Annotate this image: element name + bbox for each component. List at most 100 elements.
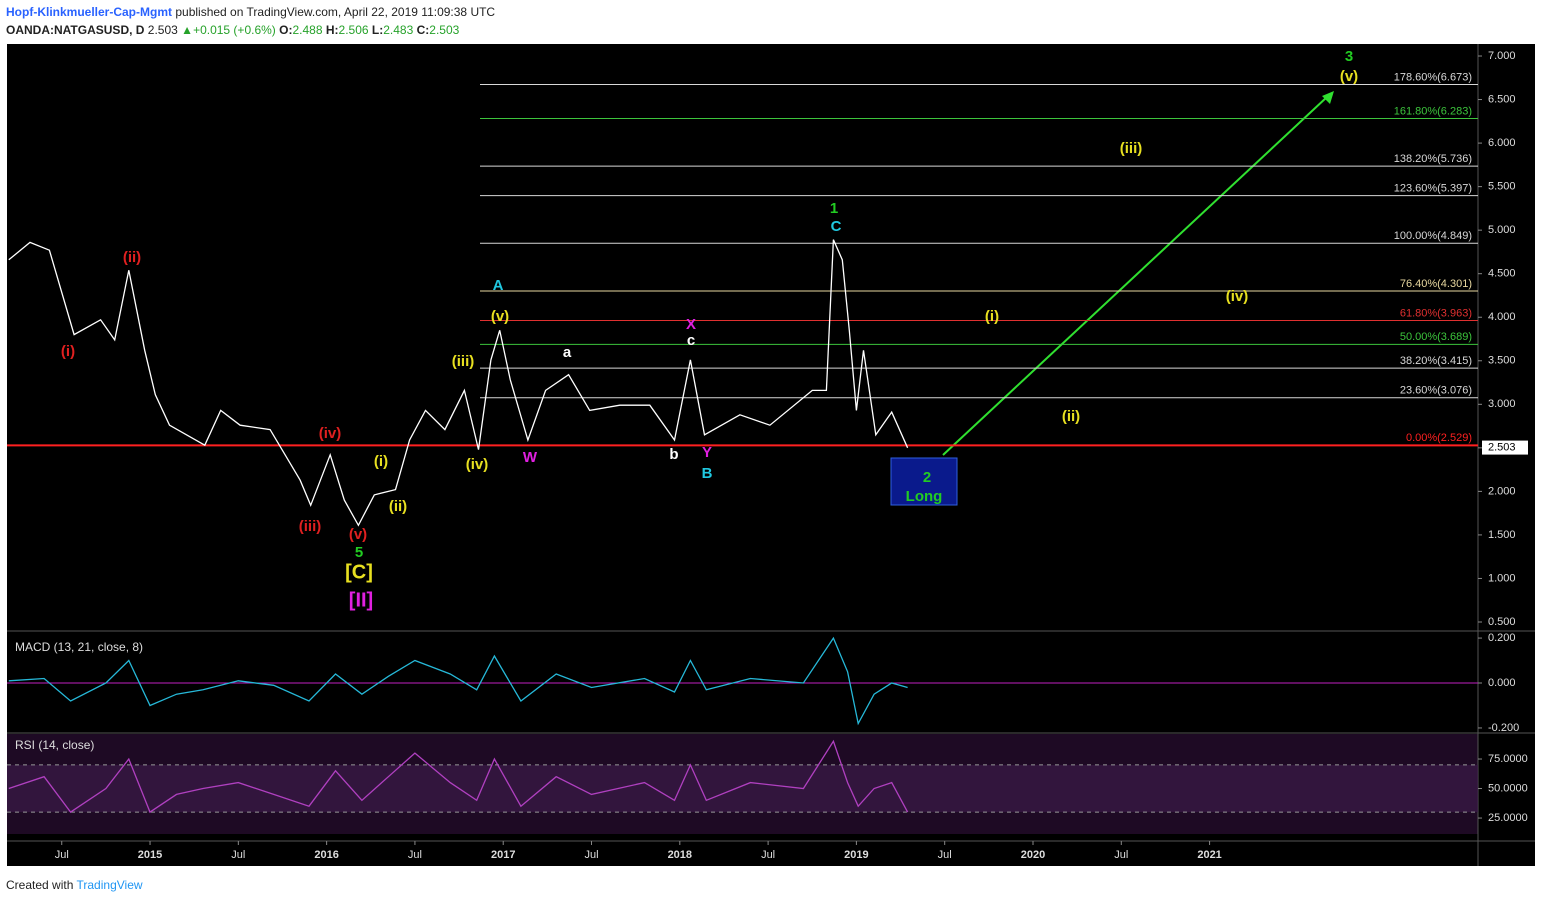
wave-label: (iv) bbox=[466, 456, 489, 473]
y-tick-label: 25.0000 bbox=[1488, 812, 1528, 824]
target-arrow bbox=[942, 96, 1328, 456]
x-tick-label: 2019 bbox=[844, 849, 868, 861]
wave-label: [II] bbox=[349, 589, 373, 611]
fib-label: 161.80%(6.283) bbox=[1394, 105, 1472, 117]
ohlc-value: 2.483 bbox=[383, 23, 414, 37]
x-tick-label: Jul bbox=[408, 849, 422, 861]
wave-label: 3 bbox=[1345, 48, 1353, 65]
ohlc-label: C: bbox=[416, 23, 430, 37]
y-tick-label: 4.500 bbox=[1488, 268, 1516, 280]
x-tick-label: 2016 bbox=[314, 849, 338, 861]
wave-label: X bbox=[686, 316, 696, 333]
last: 2.503 bbox=[147, 23, 178, 37]
footer: Created with TradingView bbox=[6, 878, 143, 892]
y-tick-label: 0.500 bbox=[1488, 616, 1516, 628]
wave-label: 2 bbox=[923, 469, 931, 486]
y-tick-label: 5.500 bbox=[1488, 181, 1516, 193]
long-box bbox=[890, 457, 958, 506]
x-tick-label: Jul bbox=[938, 849, 952, 861]
brand: TradingView bbox=[76, 878, 143, 892]
wave-label: a bbox=[563, 344, 572, 361]
quote-line: OANDA:NATGASUSD, D 2.503 ▲+0.015 (+0.6%)… bbox=[6, 23, 459, 37]
author: Hopf-Klinkmueller-Cap-Mgmt bbox=[6, 5, 172, 19]
wave-label: (v) bbox=[349, 526, 367, 543]
wave-label: 5 bbox=[355, 544, 363, 561]
wave-label: (iii) bbox=[452, 353, 475, 370]
wave-label: (i) bbox=[61, 343, 75, 360]
wave-label: (ii) bbox=[389, 498, 407, 515]
y-tick-label: 1.500 bbox=[1488, 529, 1516, 541]
ohlc-label: H: bbox=[325, 23, 339, 37]
fib-label: 100.00%(4.849) bbox=[1394, 230, 1472, 242]
symbol: OANDA:NATGASUSD, D bbox=[6, 23, 145, 37]
y-tick-label: 4.000 bbox=[1488, 311, 1516, 323]
ohlc-value: 2.506 bbox=[338, 23, 369, 37]
y-tick-label: 0.200 bbox=[1488, 632, 1516, 644]
y-tick-label: 6.500 bbox=[1488, 93, 1516, 105]
y-tick-label: -0.200 bbox=[1488, 722, 1519, 734]
x-tick-label: 2021 bbox=[1197, 849, 1221, 861]
wave-label: W bbox=[523, 449, 538, 466]
fib-label: 38.20%(3.415) bbox=[1400, 355, 1472, 367]
x-tick-label: 2018 bbox=[668, 849, 692, 861]
wave-label: (iv) bbox=[1226, 288, 1249, 305]
y-tick-label: 6.000 bbox=[1488, 137, 1516, 149]
wave-label: C bbox=[831, 218, 842, 235]
last-price: 2.503 bbox=[1488, 441, 1516, 453]
wave-label: (v) bbox=[1340, 68, 1358, 85]
wave-label: [C] bbox=[345, 561, 373, 583]
x-tick-label: Jul bbox=[1114, 849, 1128, 861]
x-tick-label: Jul bbox=[55, 849, 69, 861]
x-tick-label: Jul bbox=[584, 849, 598, 861]
ohlc-label: L: bbox=[371, 23, 384, 37]
wave-label: Y bbox=[702, 444, 712, 461]
wave-label: (i) bbox=[985, 308, 999, 325]
fib-label: 123.60%(5.397) bbox=[1394, 183, 1472, 195]
x-tick-label: 2015 bbox=[138, 849, 162, 861]
series-line bbox=[8, 739, 909, 814]
fib-label: 138.20%(5.736) bbox=[1394, 153, 1472, 165]
x-tick-label: 2017 bbox=[491, 849, 515, 861]
wave-label: (i) bbox=[374, 453, 388, 470]
series-line bbox=[8, 239, 909, 527]
change-arrow: ▲ bbox=[181, 23, 194, 37]
header-line: Hopf-Klinkmueller-Cap-Mgmt published on … bbox=[6, 5, 495, 19]
wave-label: c bbox=[687, 332, 695, 349]
rsi-band bbox=[7, 764, 1478, 813]
panel-title: RSI (14, close) bbox=[15, 738, 94, 752]
wave-label: (ii) bbox=[123, 249, 141, 266]
y-tick-label: 75.0000 bbox=[1488, 753, 1528, 765]
fib-label: 178.60%(6.673) bbox=[1394, 71, 1472, 83]
fib-label: 0.00%(2.529) bbox=[1406, 432, 1472, 444]
wave-label: (ii) bbox=[1062, 408, 1080, 425]
y-tick-label: 3.000 bbox=[1488, 398, 1516, 410]
y-tick-label: 3.500 bbox=[1488, 355, 1516, 367]
fib-label: 76.40%(4.301) bbox=[1400, 278, 1472, 290]
wave-label: B bbox=[702, 465, 713, 482]
wave-label: (v) bbox=[491, 308, 509, 325]
y-tick-label: 7.000 bbox=[1488, 50, 1516, 62]
ohlc-value: 2.488 bbox=[292, 23, 323, 37]
y-tick-label: 0.000 bbox=[1488, 677, 1516, 689]
ohlc-value: 2.503 bbox=[429, 23, 460, 37]
wave-label: (iv) bbox=[319, 425, 342, 442]
x-tick-label: Jul bbox=[231, 849, 245, 861]
arrow-head bbox=[1322, 91, 1334, 104]
series-line bbox=[8, 636, 908, 726]
published: published on TradingView.com, April 22, … bbox=[175, 5, 496, 19]
y-tick-label: 2.000 bbox=[1488, 485, 1516, 497]
fib-label: 23.60%(3.076) bbox=[1400, 385, 1472, 397]
wave-label: (iii) bbox=[299, 518, 322, 535]
wave-label: (iii) bbox=[1120, 140, 1143, 157]
x-tick-label: Jul bbox=[761, 849, 775, 861]
y-tick-label: 50.0000 bbox=[1488, 782, 1528, 794]
x-tick-label: 2020 bbox=[1021, 849, 1045, 861]
panel-title: MACD (13, 21, close, 8) bbox=[15, 640, 143, 654]
ohlc: O:2.488 H:2.506 L:2.483 C:2.503 bbox=[279, 23, 459, 37]
change: +0.015 (+0.6%) bbox=[193, 23, 276, 37]
chart-bg bbox=[7, 44, 1535, 866]
last-price-box bbox=[1482, 440, 1528, 455]
created: Created with bbox=[6, 878, 74, 892]
